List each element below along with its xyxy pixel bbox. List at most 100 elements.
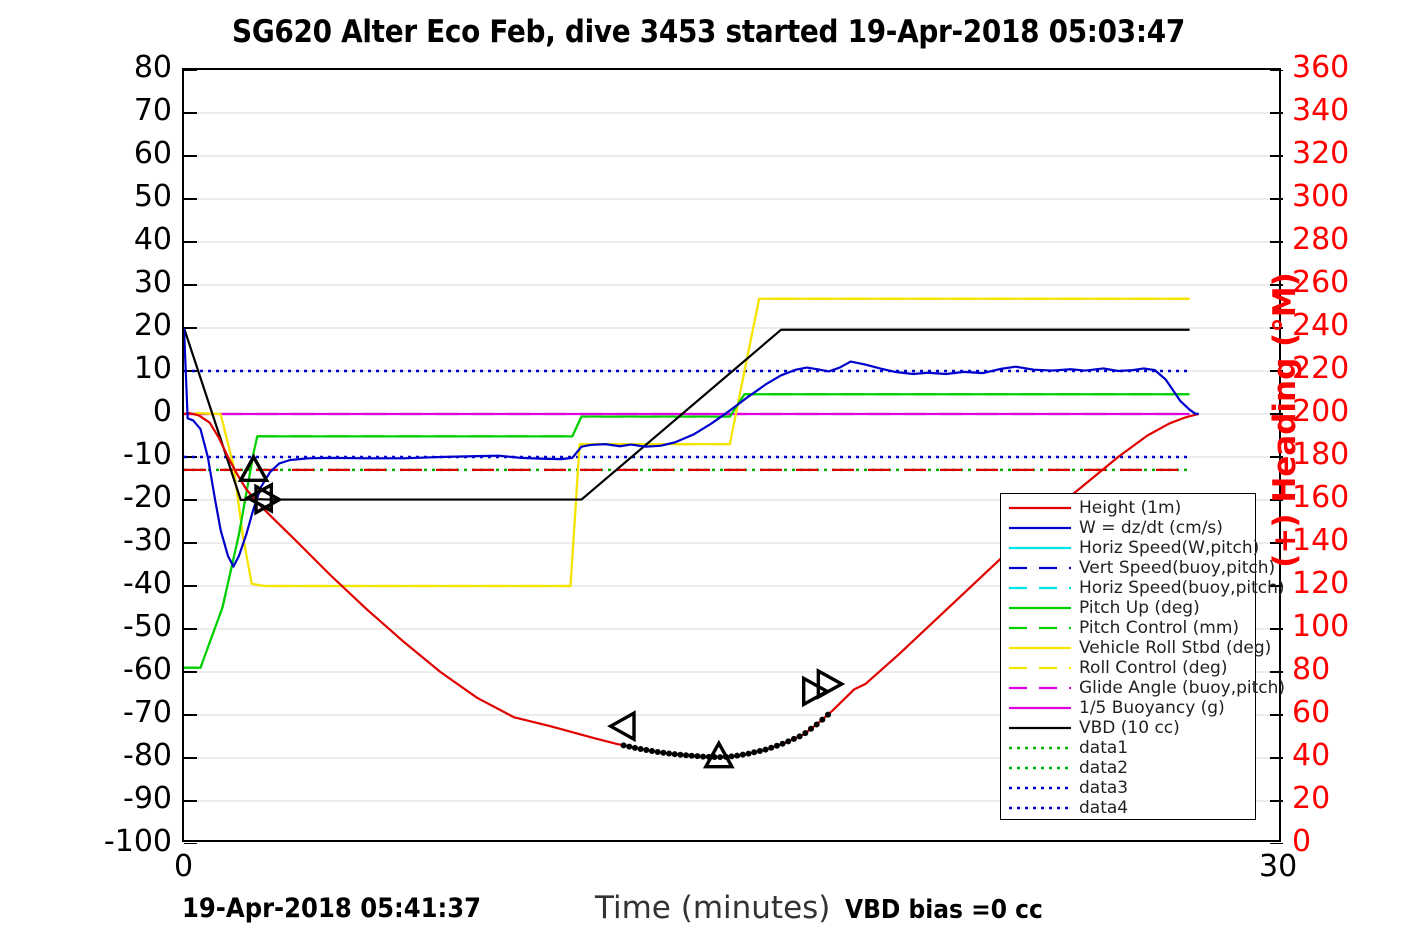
right-tick-label: 240 xyxy=(1292,308,1350,343)
legend-line-sample xyxy=(1009,546,1071,550)
legend-label: Height (1m) xyxy=(1079,498,1182,518)
left-tick-label: 80 xyxy=(133,50,172,85)
legend-label: data1 xyxy=(1079,738,1129,758)
legend-item: data2 xyxy=(1001,758,1255,778)
apogee-data-point xyxy=(648,747,655,754)
legend-label: Roll Control (deg) xyxy=(1079,658,1228,678)
right-tick-label: 20 xyxy=(1292,781,1331,816)
legend-item: Horiz Speed(W,pitch) xyxy=(1001,538,1259,558)
right-tick-label: 0 xyxy=(1292,824,1312,859)
right-tick-label: 180 xyxy=(1292,437,1350,472)
legend-label: 1/5 Buoyancy (g) xyxy=(1079,698,1225,718)
legend-label: Pitch Control (mm) xyxy=(1079,618,1240,638)
legend-line-sample xyxy=(1009,766,1071,770)
x-axis-label: Time (minutes) xyxy=(595,890,831,926)
right-tick-label: 160 xyxy=(1292,480,1350,515)
legend-label: Glide Angle (buoy,pitch) xyxy=(1079,678,1286,698)
apogee-data-point xyxy=(700,753,707,760)
left-tick-label: -50 xyxy=(123,609,172,644)
apogee-data-point xyxy=(734,752,741,759)
right-tick-label: 80 xyxy=(1292,652,1331,687)
apogee-data-point xyxy=(785,738,792,745)
apogee-data-point xyxy=(631,744,638,751)
apogee-data-point xyxy=(807,725,814,732)
legend-item: data3 xyxy=(1001,778,1255,798)
legend-item: Horiz Speed(buoy,pitch) xyxy=(1001,578,1285,598)
left-tick-label: 10 xyxy=(133,351,172,386)
apogee-data-point xyxy=(745,750,752,757)
apogee-data-point xyxy=(683,752,690,759)
vbd-bias-annotation: VBD bias =0 cc xyxy=(845,895,1043,925)
apogee-data-point xyxy=(819,716,826,723)
legend-item: Vert Speed(buoy,pitch) xyxy=(1001,558,1275,578)
apogee-data-point xyxy=(643,746,650,753)
left-tick-label: 0 xyxy=(152,394,172,429)
right-tick-label: 60 xyxy=(1292,695,1331,730)
apogee-data-point xyxy=(756,747,763,754)
legend-label: data2 xyxy=(1079,758,1129,778)
apogee-data-point xyxy=(779,740,786,747)
start-timestamp: 19-Apr-2018 05:41:37 xyxy=(182,893,482,924)
left-tick-label: -40 xyxy=(123,566,172,601)
series-line xyxy=(184,327,1190,502)
apogee-data-point xyxy=(751,749,758,756)
apogee-data-point xyxy=(813,721,820,728)
right-tick-label: 200 xyxy=(1292,394,1350,429)
x-tick-label: 30 xyxy=(1259,849,1298,884)
left-tick-label: -80 xyxy=(123,738,172,773)
legend-label: Horiz Speed(buoy,pitch) xyxy=(1079,578,1285,598)
left-tick-label: -30 xyxy=(123,523,172,558)
page-title: SG620 Alter Eco Feb, dive 3453 started 1… xyxy=(232,14,1185,50)
legend-item: Pitch Up (deg) xyxy=(1001,598,1255,618)
right-tick-label: 340 xyxy=(1292,93,1350,128)
apogee-marker-triangle-right xyxy=(254,483,283,516)
legend-item: Pitch Control (mm) xyxy=(1001,618,1255,638)
series-line xyxy=(184,393,1190,669)
apogee-marker-triangle-right xyxy=(816,668,846,700)
left-tick-label: 20 xyxy=(133,308,172,343)
left-tick-label: 70 xyxy=(133,93,172,128)
legend-line-sample xyxy=(1009,686,1071,690)
apogee-data-point xyxy=(620,742,627,749)
right-tick-label: 140 xyxy=(1292,523,1350,558)
apogee-marker-triangle-up xyxy=(702,739,735,769)
apogee-data-point xyxy=(773,742,780,749)
plot-canvas xyxy=(184,70,1283,844)
legend-label: Horiz Speed(W,pitch) xyxy=(1079,538,1260,558)
apogee-marker-triangle-up xyxy=(237,453,270,482)
legend-item: Roll Control (deg) xyxy=(1001,658,1255,678)
legend-label: Pitch Up (deg) xyxy=(1079,598,1200,618)
apogee-data-point xyxy=(762,746,769,753)
legend-label: W = dz/dt (cm/s) xyxy=(1079,518,1223,538)
legend: Height (1m) W = dz/dt (cm/s) Horiz Speed(W… xyxy=(1000,493,1285,820)
left-tick-label: 30 xyxy=(133,265,172,300)
left-tick-label: 40 xyxy=(133,222,172,257)
legend-item: Glide Angle (buoy,pitch) xyxy=(1001,678,1285,698)
left-tick-label: -20 xyxy=(123,480,172,515)
apogee-data-point xyxy=(660,749,667,756)
apogee-data-point xyxy=(768,744,775,751)
right-tick-label: 220 xyxy=(1292,351,1350,386)
apogee-marker-triangle-left xyxy=(607,710,636,743)
apogee-data-point xyxy=(739,751,746,758)
right-tick-label: 320 xyxy=(1292,136,1350,171)
legend-line-sample xyxy=(1009,706,1071,710)
apogee-data-point xyxy=(694,753,701,760)
right-axis-label: (+) Heading (°M) xyxy=(1267,272,1304,568)
left-tick-label: 60 xyxy=(133,136,172,171)
right-tick-label: 100 xyxy=(1292,609,1350,644)
legend-line-sample xyxy=(1009,666,1071,670)
apogee-data-point xyxy=(637,745,644,752)
legend-line-sample xyxy=(1009,806,1071,810)
legend-label: Vehicle Roll Stbd (deg) xyxy=(1079,638,1272,658)
apogee-data-point xyxy=(677,751,684,758)
legend-line-sample xyxy=(1009,726,1071,730)
left-tick-label: -60 xyxy=(123,652,172,687)
apogee-marker-triangle-right xyxy=(801,675,831,708)
legend-label: VBD (10 cc) xyxy=(1079,718,1180,738)
left-tick-label: -10 xyxy=(123,437,172,472)
legend-line-sample xyxy=(1009,746,1071,750)
left-tick-label: 50 xyxy=(133,179,172,214)
apogee-data-point xyxy=(666,750,673,757)
apogee-data-point xyxy=(802,730,809,737)
